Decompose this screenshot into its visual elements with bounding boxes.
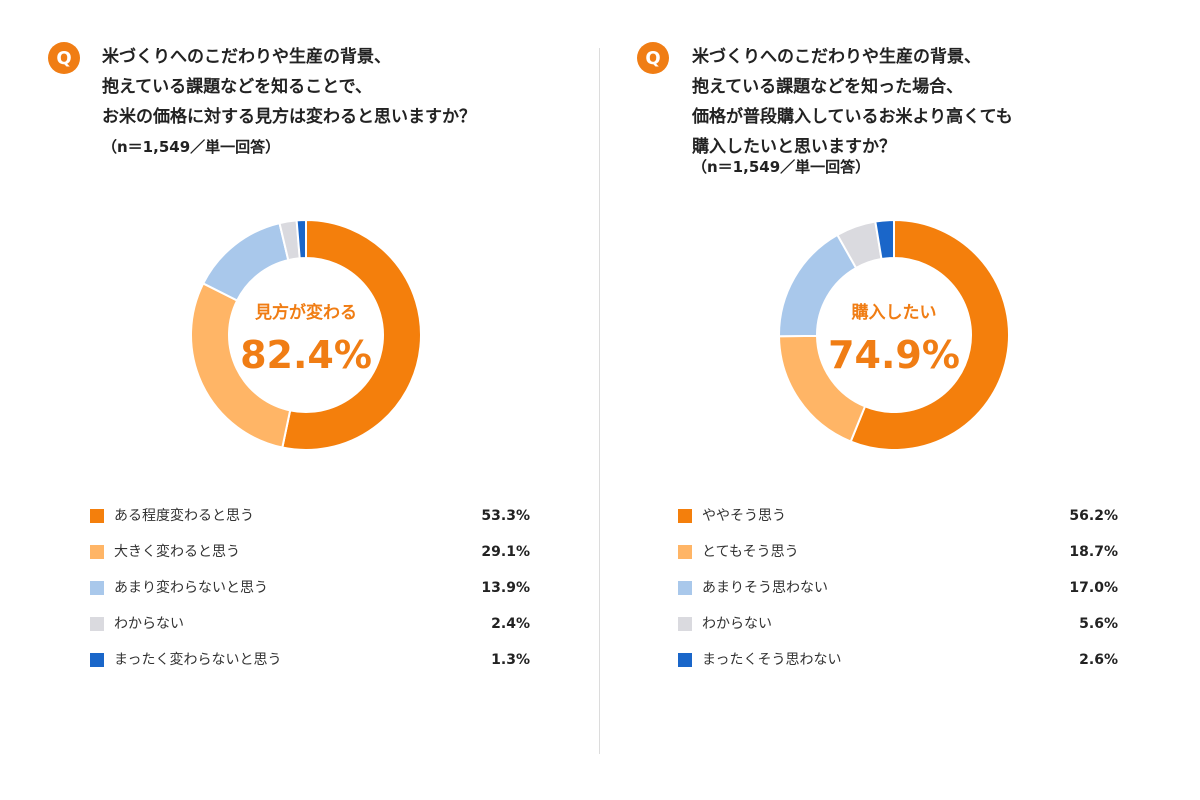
donut-center-value: 74.9% bbox=[828, 333, 960, 377]
legend-item: ある程度変わると思う 53.3% bbox=[90, 500, 530, 536]
chart-legend: ある程度変わると思う 53.3% 大きく変わると思う 29.1% あまり変わらな… bbox=[90, 500, 530, 680]
legend-swatch bbox=[90, 545, 104, 559]
donut-slices bbox=[190, 218, 422, 451]
legend-item: わからない 2.4% bbox=[90, 608, 530, 644]
legend-label: ある程度変わると思う bbox=[114, 508, 254, 524]
right-chart-panel: Q 米づくりへのこだわりや生産の背景、 抱えている課題などを知った場合、 価格が… bbox=[600, 0, 1200, 800]
legend-swatch bbox=[90, 617, 104, 631]
legend-item: あまりそう思わない 17.0% bbox=[678, 572, 1118, 608]
donut-slice bbox=[778, 233, 858, 338]
question-line: 抱えている課題などを知ることで、 bbox=[102, 77, 372, 97]
donut-chart-svg: 購入したい 74.9% bbox=[777, 218, 1010, 451]
donut-slice bbox=[281, 218, 422, 451]
sample-size-note: （n＝1,549／単一回答） bbox=[692, 158, 871, 176]
donut-center-value: 82.4% bbox=[240, 333, 372, 377]
legend-value: 29.1% bbox=[481, 544, 530, 560]
legend-swatch bbox=[678, 545, 692, 559]
donut-slice bbox=[295, 218, 307, 260]
question-line: お米の価格に対する見方は変わると思いますか？ bbox=[102, 107, 476, 127]
legend-item: 大きく変わると思う 29.1% bbox=[90, 536, 530, 572]
legend-label: 大きく変わると思う bbox=[114, 544, 240, 560]
donut-slice bbox=[201, 221, 290, 302]
legend-value: 53.3% bbox=[481, 508, 530, 524]
legend-item: あまり変わらないと思う 13.9% bbox=[90, 572, 530, 608]
sample-size-note: （n＝1,549／単一回答） bbox=[102, 138, 281, 156]
legend-item: ややそう思う 56.2% bbox=[678, 500, 1118, 536]
donut-slice bbox=[874, 218, 895, 261]
legend-label: わからない bbox=[114, 616, 184, 632]
question-line: 米づくりへのこだわりや生産の背景、 bbox=[102, 47, 391, 67]
left-chart-panel: Q 米づくりへのこだわりや生産の背景、 抱えている課題などを知ることで、 お米の… bbox=[48, 42, 530, 680]
question-text: 米づくりへのこだわりや生産の背景、 抱えている課題などを知った場合、 価格が普段… bbox=[692, 42, 1013, 162]
legend-swatch bbox=[90, 509, 104, 523]
question-line: 抱えている課題などを知った場合、 bbox=[692, 77, 964, 97]
donut-chart: 購入したい 74.9% bbox=[764, 205, 1024, 465]
legend-label: まったく変わらないと思う bbox=[114, 652, 282, 668]
legend-value: 13.9% bbox=[481, 580, 530, 596]
legend-label: まったくそう思わない bbox=[702, 652, 842, 668]
legend-value: 2.6% bbox=[1079, 652, 1118, 668]
legend-item: わからない 5.6% bbox=[678, 608, 1118, 644]
legend-swatch bbox=[678, 509, 692, 523]
legend-item: とてもそう思う 18.7% bbox=[678, 536, 1118, 572]
panel-divider bbox=[599, 48, 600, 754]
legend-value: 1.3% bbox=[491, 652, 530, 668]
donut-slice bbox=[849, 218, 1010, 451]
legend-value: 17.0% bbox=[1069, 580, 1118, 596]
legend-label: あまり変わらないと思う bbox=[114, 580, 268, 596]
question-line: 購入したいと思いますか？ bbox=[692, 137, 896, 157]
legend-item: まったく変わらないと思う 1.3% bbox=[90, 644, 530, 680]
legend-swatch bbox=[678, 581, 692, 595]
chart-legend: ややそう思う 56.2% とてもそう思う 18.7% あまりそう思わない 17.… bbox=[678, 500, 1118, 680]
legend-item: まったくそう思わない 2.6% bbox=[678, 644, 1118, 680]
legend-value: 18.7% bbox=[1069, 544, 1118, 560]
legend-swatch bbox=[678, 617, 692, 631]
legend-value: 2.4% bbox=[491, 616, 530, 632]
donut-center-label: 購入したい bbox=[852, 302, 937, 323]
legend-swatch bbox=[678, 653, 692, 667]
legend-value: 5.6% bbox=[1079, 616, 1118, 632]
legend-label: とてもそう思う bbox=[702, 544, 799, 560]
donut-chart-svg: 見方が変わる 82.4% bbox=[190, 218, 422, 451]
legend-value: 56.2% bbox=[1069, 508, 1118, 524]
question-badge: Q bbox=[48, 42, 80, 74]
question-line: 米づくりへのこだわりや生産の背景、 bbox=[692, 47, 981, 67]
question-text: 米づくりへのこだわりや生産の背景、 抱えている課題などを知ることで、 お米の価格… bbox=[102, 42, 476, 132]
donut-center-label: 見方が変わる bbox=[254, 302, 357, 323]
legend-swatch bbox=[90, 581, 104, 595]
donut-chart: 見方が変わる 82.4% bbox=[176, 205, 436, 465]
donut-slices bbox=[777, 218, 1010, 451]
legend-label: わからない bbox=[702, 616, 772, 632]
question-badge: Q bbox=[637, 42, 669, 74]
legend-label: あまりそう思わない bbox=[702, 580, 828, 596]
legend-swatch bbox=[90, 653, 104, 667]
legend-label: ややそう思う bbox=[702, 508, 786, 524]
question-line: 価格が普段購入しているお米より高くても bbox=[692, 107, 1013, 127]
